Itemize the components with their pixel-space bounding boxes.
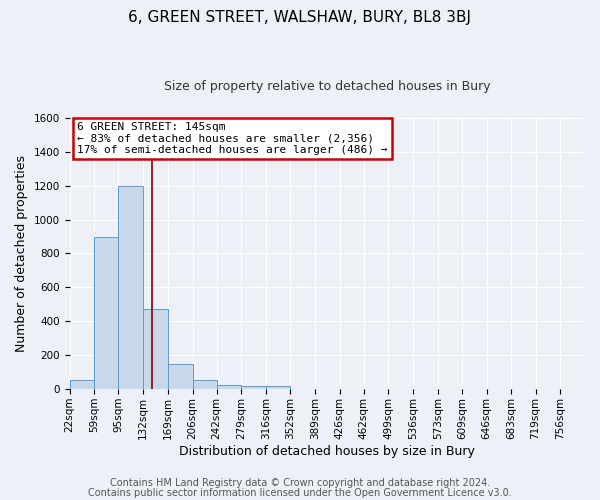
Bar [241,386,266,389]
Bar [94,236,118,389]
Text: 6, GREEN STREET, WALSHAW, BURY, BL8 3BJ: 6, GREEN STREET, WALSHAW, BURY, BL8 3BJ [128,10,472,25]
Bar [266,386,290,389]
Y-axis label: Number of detached properties: Number of detached properties [15,155,28,352]
Title: Size of property relative to detached houses in Bury: Size of property relative to detached ho… [164,80,491,93]
Bar [217,385,241,389]
Bar [143,310,168,389]
Text: Contains HM Land Registry data © Crown copyright and database right 2024.: Contains HM Land Registry data © Crown c… [110,478,490,488]
Bar [193,380,217,389]
Text: 6 GREEN STREET: 145sqm
← 83% of detached houses are smaller (2,356)
17% of semi-: 6 GREEN STREET: 145sqm ← 83% of detached… [77,122,388,155]
Bar [70,380,94,389]
Text: Contains public sector information licensed under the Open Government Licence v3: Contains public sector information licen… [88,488,512,498]
Bar [168,364,193,389]
Bar [118,186,143,389]
X-axis label: Distribution of detached houses by size in Bury: Distribution of detached houses by size … [179,444,475,458]
